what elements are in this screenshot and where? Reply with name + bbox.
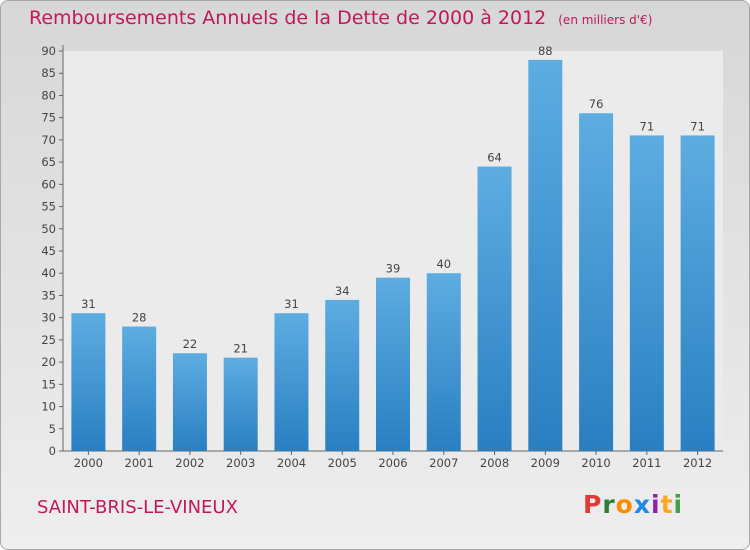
y-tick-label: 0 [49, 444, 56, 458]
y-tick-label: 50 [41, 222, 56, 236]
bar-value-label: 88 [538, 44, 553, 58]
x-tick-label: 2012 [683, 456, 712, 470]
bar [223, 357, 258, 451]
bar-value-label: 31 [81, 297, 96, 311]
bar [680, 135, 715, 451]
bar-value-label: 40 [436, 257, 451, 271]
logo-letter: r [602, 490, 616, 519]
y-tick-label: 45 [41, 244, 56, 258]
y-tick-label: 65 [41, 155, 56, 169]
bar-value-label: 22 [183, 337, 198, 351]
bar [172, 353, 207, 451]
bar-value-label: 21 [233, 342, 248, 356]
y-tick-label: 70 [41, 133, 56, 147]
bar-value-label: 39 [386, 262, 401, 276]
x-tick-label: 2010 [581, 456, 610, 470]
chart-title: Remboursements Annuels de la Dette de 20… [29, 7, 652, 29]
bar [426, 273, 461, 451]
y-tick-label: 40 [41, 266, 56, 280]
y-tick-label: 35 [41, 288, 56, 302]
bar-value-label: 34 [335, 284, 350, 298]
y-tick-label: 90 [41, 44, 56, 58]
x-tick-label: 2001 [125, 456, 154, 470]
bar [376, 277, 410, 451]
y-tick-label: 60 [41, 177, 56, 191]
x-tick-label: 2005 [328, 456, 357, 470]
y-tick-label: 20 [41, 355, 56, 369]
logo-letter: i [673, 490, 684, 519]
y-tick-label: 55 [41, 200, 56, 214]
x-tick-label: 2002 [175, 456, 204, 470]
unit-label: (en milliers d'€) [558, 13, 653, 27]
x-tick-label: 2000 [74, 456, 103, 470]
bar [325, 299, 360, 451]
x-tick-label: 2011 [632, 456, 661, 470]
bar-value-label: 28 [132, 311, 147, 325]
logo-letter: i [651, 490, 661, 519]
x-tick-label: 2009 [531, 456, 560, 470]
proxiti-logo: Proxiti [583, 490, 683, 519]
bar-value-label: 64 [487, 151, 502, 165]
logo-letter: t [660, 490, 674, 519]
y-tick-label: 25 [41, 333, 56, 347]
y-tick-label: 75 [41, 111, 56, 125]
bar [71, 313, 106, 451]
bar [629, 135, 664, 451]
bar [122, 326, 157, 451]
logo-letter: o [615, 490, 634, 519]
y-tick-label: 85 [41, 66, 56, 80]
bar [528, 59, 563, 452]
y-tick-label: 80 [41, 88, 56, 102]
x-tick-label: 2007 [429, 456, 458, 470]
bar [579, 113, 614, 451]
x-tick-label: 2008 [480, 456, 509, 470]
y-tick-label: 30 [41, 311, 56, 325]
bar [274, 313, 309, 451]
bar-value-label: 76 [589, 97, 604, 111]
title-text: Remboursements Annuels de la Dette de 20… [29, 7, 547, 29]
x-tick-label: 2003 [226, 456, 255, 470]
bar-value-label: 71 [690, 119, 705, 133]
logo-letter: P [583, 490, 603, 519]
x-tick-label: 2004 [277, 456, 306, 470]
bar-value-label: 71 [640, 119, 655, 133]
y-tick-label: 15 [41, 377, 56, 391]
place-name: SAINT-BRIS-LE-VINEUX [37, 497, 238, 518]
x-tick-label: 2006 [378, 456, 407, 470]
y-tick-label: 5 [49, 422, 56, 436]
logo-letter: x [633, 490, 651, 519]
y-tick-label: 10 [41, 400, 56, 414]
bar-value-label: 31 [284, 297, 299, 311]
bar [477, 166, 512, 452]
